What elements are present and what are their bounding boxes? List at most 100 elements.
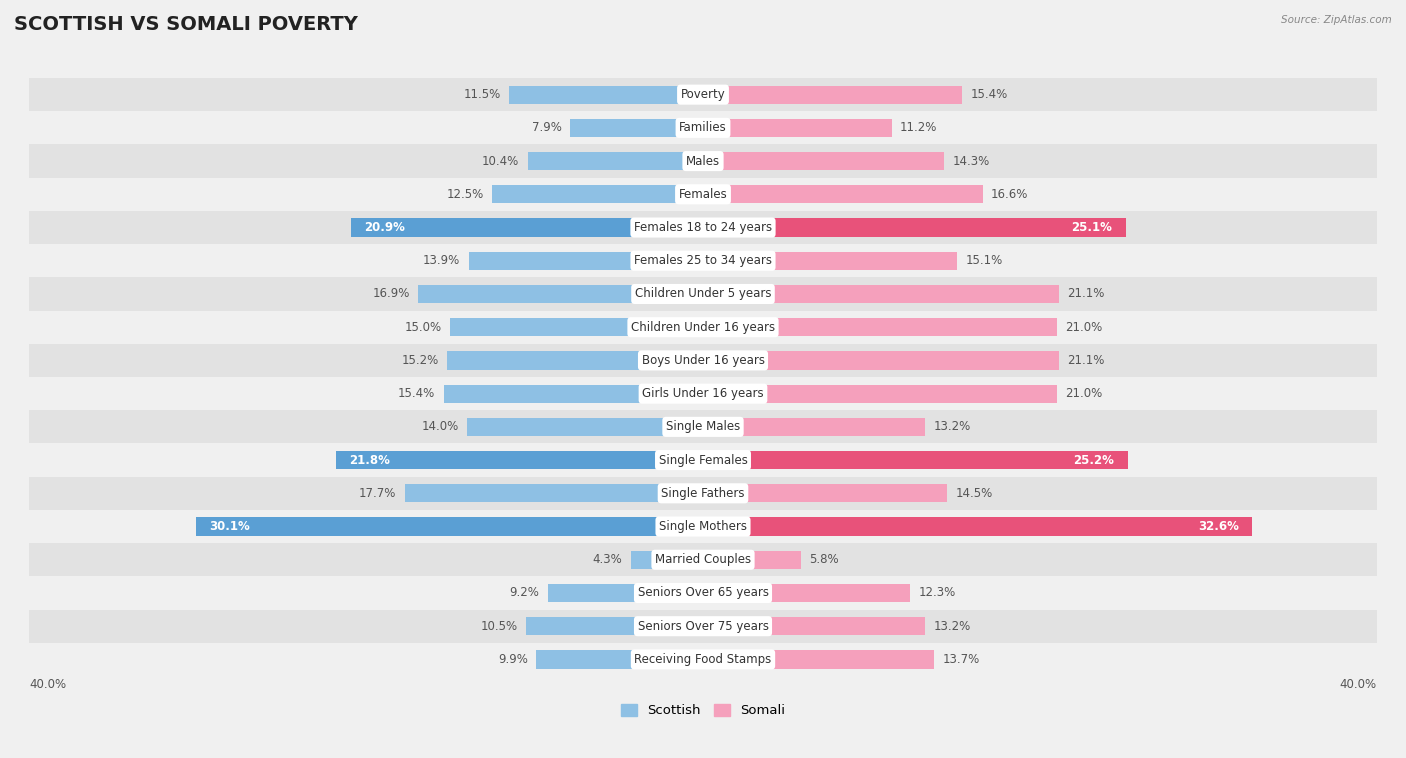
Text: Seniors Over 75 years: Seniors Over 75 years	[637, 620, 769, 633]
Bar	[527, 152, 703, 171]
Text: 9.2%: 9.2%	[510, 587, 540, 600]
Bar	[467, 418, 703, 436]
Text: 21.0%: 21.0%	[1066, 321, 1102, 334]
Text: 10.5%: 10.5%	[481, 620, 517, 633]
Text: 12.3%: 12.3%	[918, 587, 956, 600]
Text: Single Males: Single Males	[666, 421, 740, 434]
Bar	[703, 550, 801, 569]
Bar	[468, 252, 703, 270]
Bar	[30, 609, 1376, 643]
Bar	[703, 318, 1057, 337]
Text: 13.2%: 13.2%	[934, 421, 972, 434]
Bar	[30, 377, 1376, 410]
Text: Single Females: Single Females	[658, 453, 748, 467]
Bar	[703, 86, 963, 104]
Bar	[569, 119, 703, 137]
Bar	[30, 277, 1376, 311]
Bar	[195, 518, 703, 536]
Text: 21.8%: 21.8%	[349, 453, 389, 467]
Text: 32.6%: 32.6%	[1198, 520, 1239, 533]
Text: 16.9%: 16.9%	[373, 287, 409, 300]
Bar	[447, 351, 703, 370]
Text: 11.5%: 11.5%	[464, 88, 501, 101]
Text: Source: ZipAtlas.com: Source: ZipAtlas.com	[1281, 15, 1392, 25]
Bar	[418, 285, 703, 303]
Text: 40.0%: 40.0%	[30, 678, 66, 691]
Bar	[30, 344, 1376, 377]
Bar	[703, 584, 910, 602]
Text: 11.2%: 11.2%	[900, 121, 938, 134]
Text: Males: Males	[686, 155, 720, 168]
Bar	[30, 311, 1376, 344]
Bar	[492, 185, 703, 203]
Text: Boys Under 16 years: Boys Under 16 years	[641, 354, 765, 367]
Bar	[703, 351, 1059, 370]
Text: 13.7%: 13.7%	[942, 653, 980, 666]
Bar	[30, 177, 1376, 211]
Bar	[536, 650, 703, 669]
Text: Single Fathers: Single Fathers	[661, 487, 745, 500]
Text: Single Mothers: Single Mothers	[659, 520, 747, 533]
Bar	[703, 252, 957, 270]
Bar	[703, 152, 943, 171]
Bar	[30, 543, 1376, 576]
Bar	[30, 244, 1376, 277]
Bar	[30, 410, 1376, 443]
Bar	[30, 78, 1376, 111]
Text: 21.1%: 21.1%	[1067, 354, 1104, 367]
Text: 14.0%: 14.0%	[422, 421, 458, 434]
Text: 15.2%: 15.2%	[401, 354, 439, 367]
Bar	[703, 617, 925, 635]
Text: Receiving Food Stamps: Receiving Food Stamps	[634, 653, 772, 666]
Text: 13.9%: 13.9%	[423, 254, 460, 268]
Text: 15.4%: 15.4%	[972, 88, 1008, 101]
Text: 9.9%: 9.9%	[498, 653, 527, 666]
Text: 21.1%: 21.1%	[1067, 287, 1104, 300]
Bar	[30, 145, 1376, 177]
Bar	[703, 650, 934, 669]
Text: SCOTTISH VS SOMALI POVERTY: SCOTTISH VS SOMALI POVERTY	[14, 15, 359, 34]
Text: 25.1%: 25.1%	[1071, 221, 1112, 234]
Text: 7.9%: 7.9%	[531, 121, 561, 134]
Bar	[405, 484, 703, 503]
Bar	[443, 384, 703, 402]
Text: Married Couples: Married Couples	[655, 553, 751, 566]
Bar	[703, 119, 891, 137]
Bar	[548, 584, 703, 602]
Bar	[703, 484, 948, 503]
Text: 10.4%: 10.4%	[482, 155, 519, 168]
Bar	[703, 518, 1253, 536]
Text: Females 18 to 24 years: Females 18 to 24 years	[634, 221, 772, 234]
Text: 4.3%: 4.3%	[592, 553, 621, 566]
Text: 15.1%: 15.1%	[966, 254, 1002, 268]
Bar	[336, 451, 703, 469]
Bar	[703, 185, 983, 203]
Bar	[30, 211, 1376, 244]
Bar	[630, 550, 703, 569]
Text: 14.5%: 14.5%	[956, 487, 993, 500]
Text: 14.3%: 14.3%	[952, 155, 990, 168]
Bar	[30, 477, 1376, 510]
Text: Children Under 5 years: Children Under 5 years	[634, 287, 772, 300]
Text: 5.8%: 5.8%	[808, 553, 839, 566]
Bar	[703, 418, 925, 436]
Bar	[30, 643, 1376, 676]
Text: 21.0%: 21.0%	[1066, 387, 1102, 400]
Text: Seniors Over 65 years: Seniors Over 65 years	[637, 587, 769, 600]
Text: 13.2%: 13.2%	[934, 620, 972, 633]
Bar	[703, 451, 1128, 469]
Text: Females: Females	[679, 188, 727, 201]
Text: 40.0%: 40.0%	[1340, 678, 1376, 691]
Text: Girls Under 16 years: Girls Under 16 years	[643, 387, 763, 400]
Text: 15.0%: 15.0%	[405, 321, 441, 334]
Text: 17.7%: 17.7%	[359, 487, 396, 500]
Bar	[30, 510, 1376, 543]
Text: Poverty: Poverty	[681, 88, 725, 101]
Bar	[703, 218, 1126, 236]
Text: 16.6%: 16.6%	[991, 188, 1028, 201]
Bar	[509, 86, 703, 104]
Bar	[30, 111, 1376, 145]
Text: 15.4%: 15.4%	[398, 387, 434, 400]
Text: 12.5%: 12.5%	[447, 188, 484, 201]
Text: Females 25 to 34 years: Females 25 to 34 years	[634, 254, 772, 268]
